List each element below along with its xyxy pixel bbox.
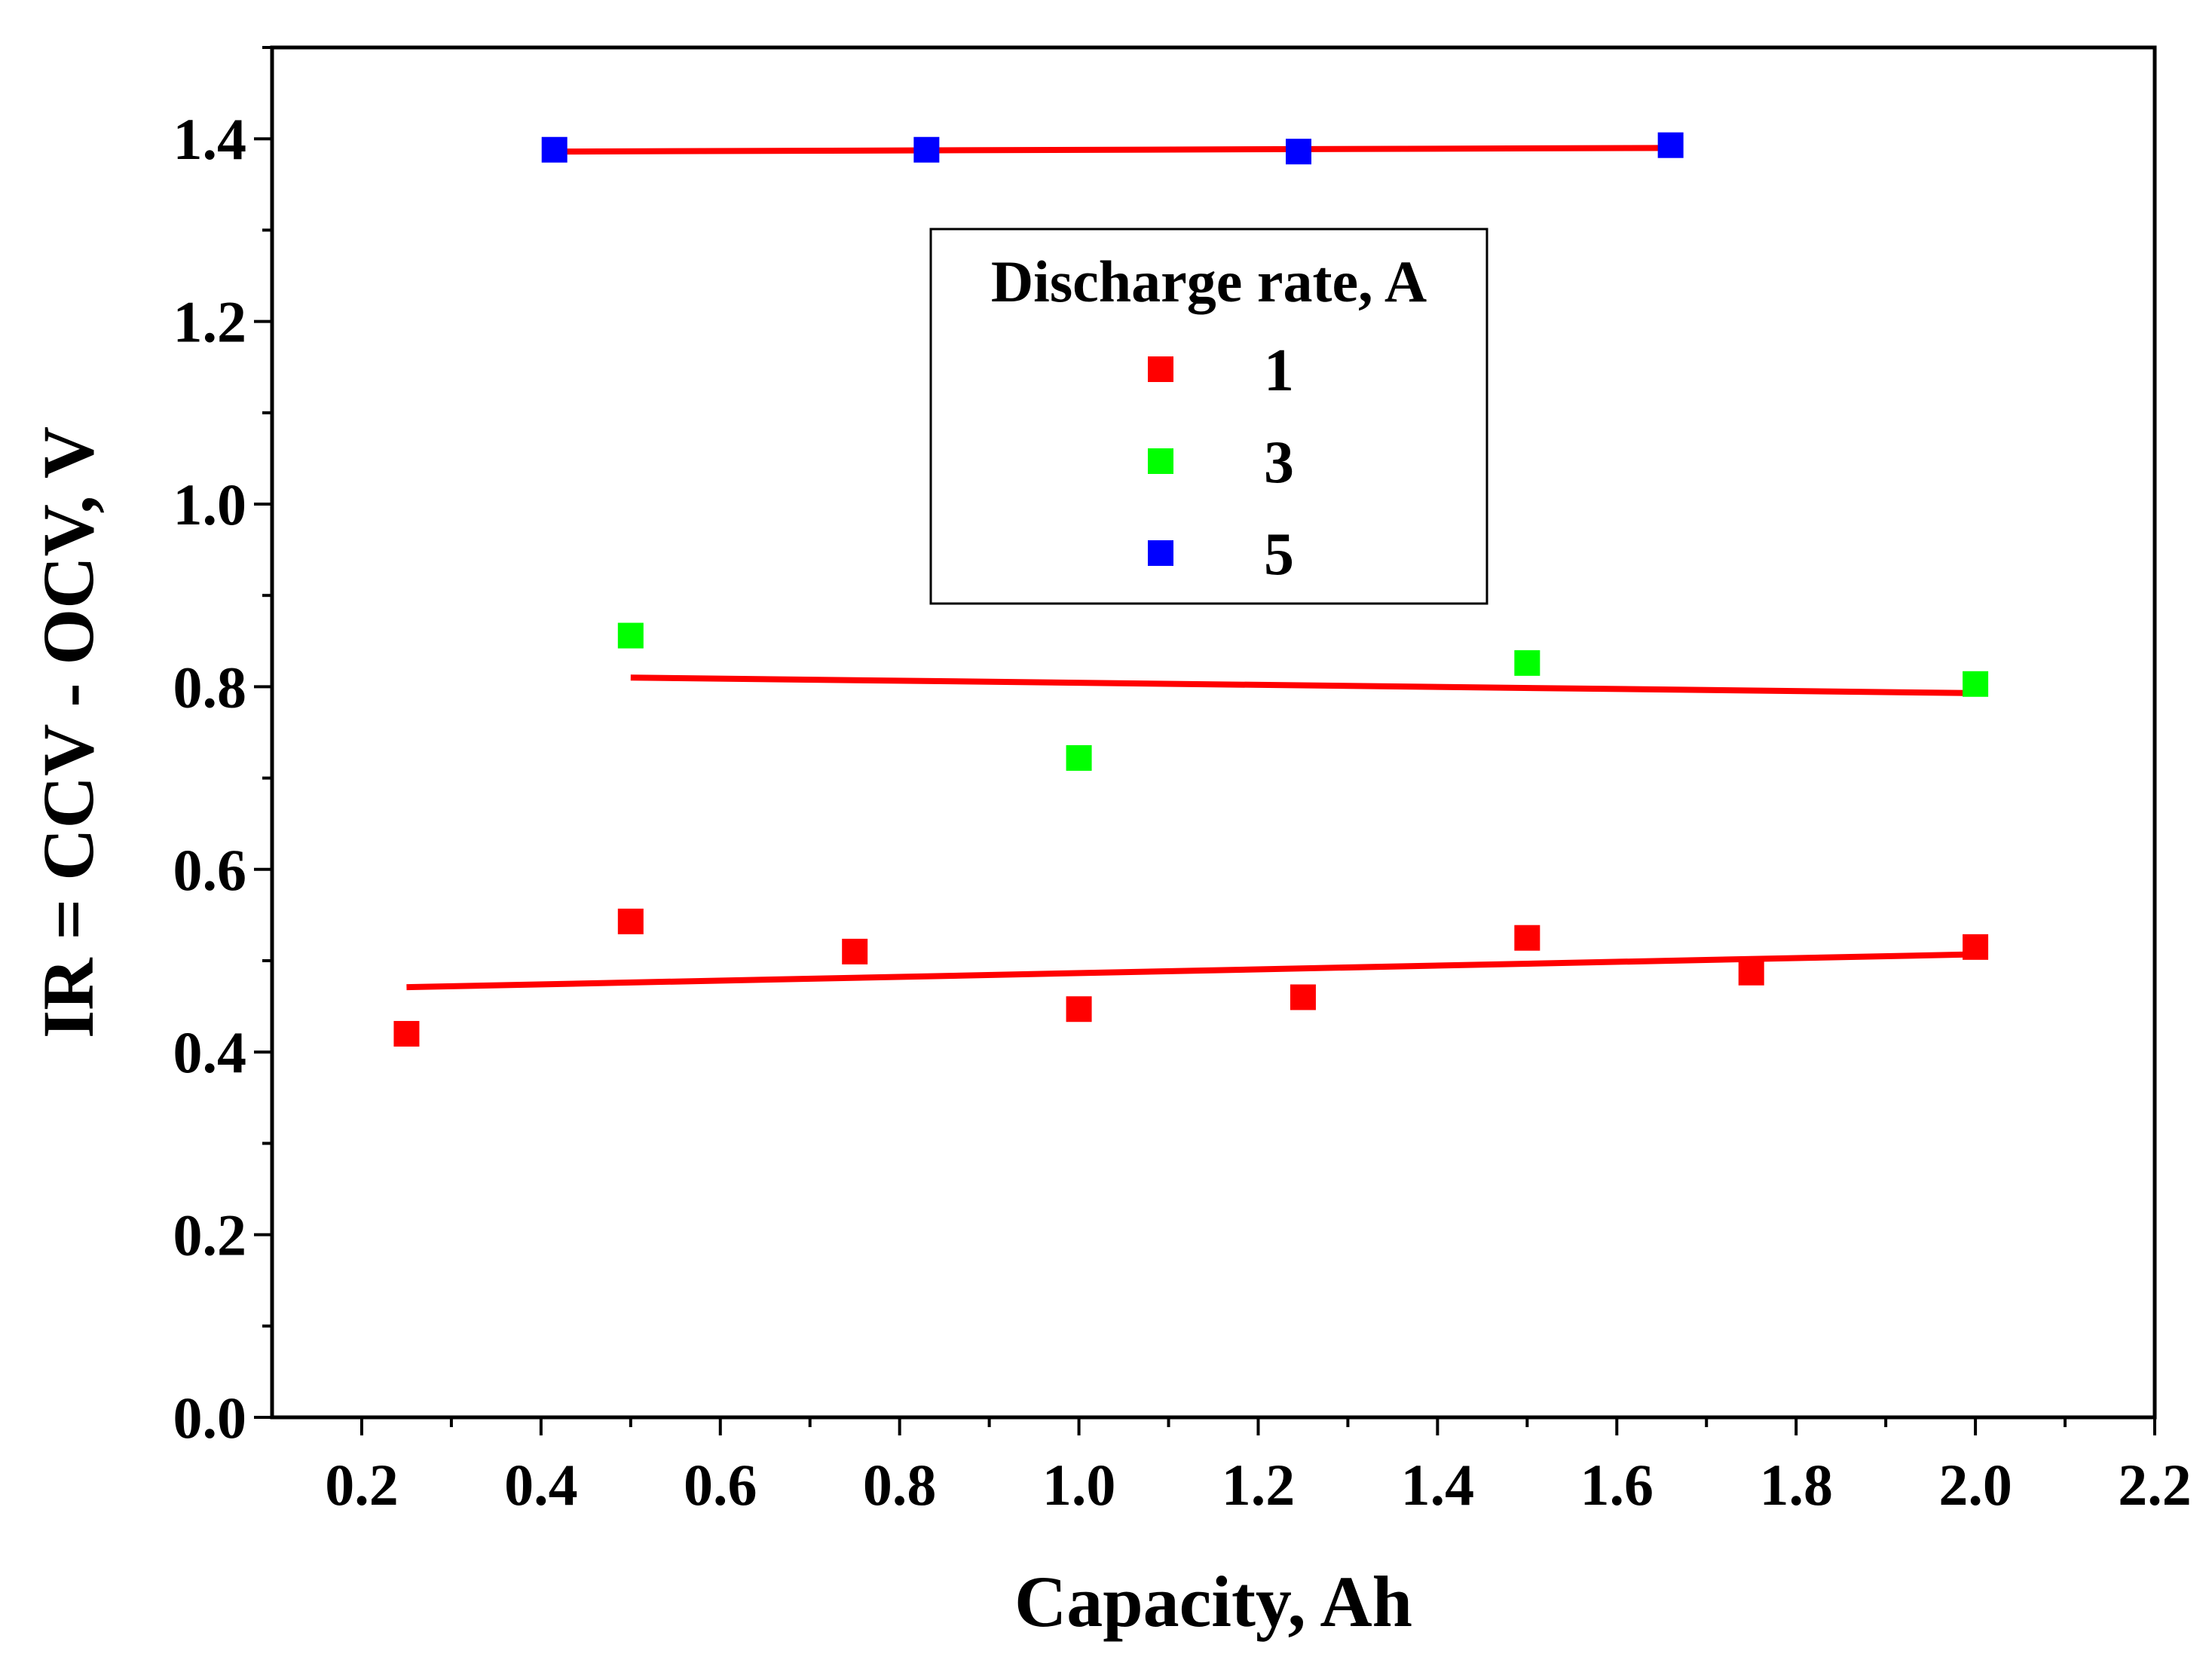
point-series-1 (617, 908, 644, 934)
x-axis-ticks: 0.2 0.4 0.6 0.8 1.0 1.2 1.4 1.6 1.8 2.0 2.2 (325, 1417, 2192, 1518)
legend-marker-1 (1148, 356, 1173, 382)
fit-lines (406, 145, 1976, 991)
point-series-5 (1657, 132, 1684, 158)
legend-label: 5 (1264, 521, 1294, 588)
legend-marker-5 (1148, 540, 1173, 566)
data-points (393, 132, 1989, 1047)
y-tick-label: 1.2 (173, 289, 247, 355)
point-series-1 (393, 1020, 420, 1047)
point-series-1 (1963, 934, 1989, 960)
y-tick-label: 0.8 (173, 654, 247, 720)
point-series-1 (842, 938, 868, 964)
point-series-5 (541, 136, 568, 163)
y-tick-label: 1.0 (173, 472, 247, 537)
x-axis-title: Capacity, Ah (1014, 1561, 1412, 1642)
x-tick-label: 1.0 (1042, 1452, 1116, 1518)
legend-title: Discharge rate, A (991, 249, 1427, 314)
fit-line-1 (406, 951, 1976, 991)
fit-line-5 (554, 145, 1671, 155)
point-series-3 (1066, 744, 1092, 771)
x-tick-label: 0.6 (684, 1452, 757, 1518)
point-series-3 (1963, 671, 1989, 697)
x-tick-label: 0.8 (863, 1452, 937, 1518)
x-tick-label: 0.4 (504, 1452, 578, 1518)
x-tick-label: 2.0 (1938, 1452, 2012, 1518)
x-tick-label: 1.4 (1401, 1452, 1475, 1518)
point-series-3 (617, 622, 644, 649)
x-tick-label: 1.2 (1222, 1452, 1296, 1518)
x-tick-label: 2.2 (2118, 1452, 2192, 1518)
y-tick-label: 0.6 (173, 837, 247, 903)
y-axis-ticks: 0.0 0.2 0.4 0.6 0.8 1.0 1.2 1.4 (173, 46, 272, 1450)
point-series-1 (1738, 959, 1764, 986)
y-tick-label: 0.4 (173, 1019, 247, 1085)
y-axis-title: IR = CCV - OCV, V (28, 426, 109, 1038)
point-series-1 (1514, 925, 1540, 951)
legend-marker-3 (1148, 448, 1173, 474)
plot-frame (270, 45, 2157, 1420)
y-tick-label: 1.4 (173, 106, 247, 172)
point-series-5 (1286, 139, 1312, 165)
x-tick-label: 0.2 (325, 1452, 399, 1518)
point-series-1 (1290, 984, 1316, 1010)
fit-line-3 (630, 674, 1976, 696)
point-series-1 (1066, 996, 1092, 1022)
legend-label: 3 (1264, 429, 1294, 496)
y-tick-label: 0.2 (173, 1203, 247, 1268)
point-series-5 (913, 136, 940, 163)
point-series-3 (1514, 650, 1540, 676)
x-tick-label: 1.8 (1759, 1452, 1833, 1518)
x-tick-label: 1.6 (1580, 1452, 1654, 1518)
legend-box (929, 228, 1488, 605)
y-tick-label: 0.0 (173, 1385, 247, 1450)
legend-label: 1 (1264, 338, 1294, 404)
legend: Discharge rate, A 1 3 5 (929, 228, 1488, 605)
